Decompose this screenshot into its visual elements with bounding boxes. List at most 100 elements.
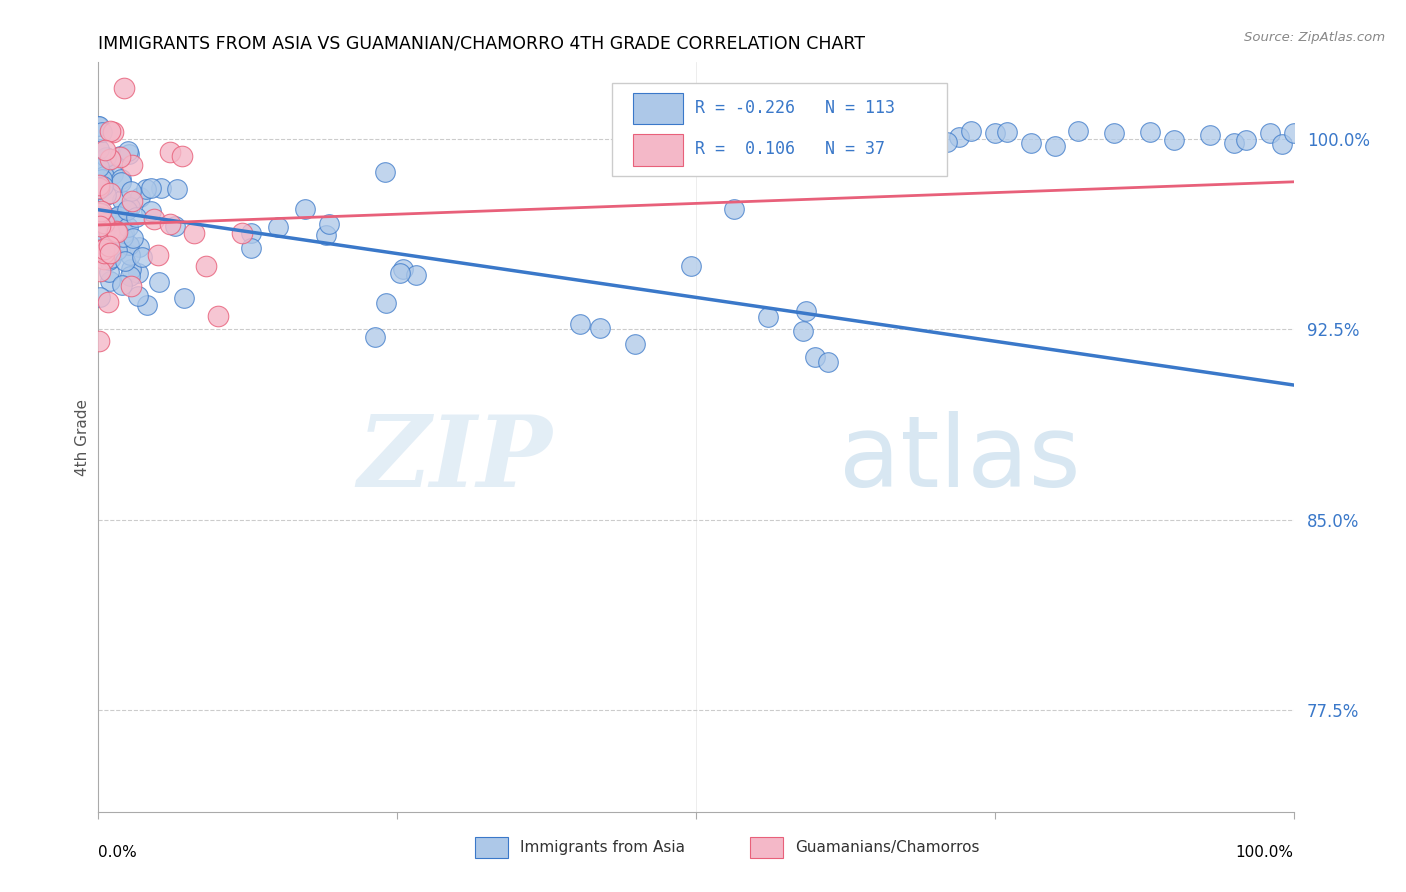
Point — [315, 227, 337, 242]
Point — [97, 225, 120, 239]
Point — [1019, 136, 1042, 150]
Point — [100, 123, 122, 137]
Point — [172, 149, 194, 163]
Point — [89, 219, 111, 234]
Point — [948, 130, 970, 145]
Point — [1163, 133, 1185, 147]
Point — [318, 217, 340, 231]
Point — [101, 235, 124, 249]
Point — [148, 275, 170, 289]
Point — [128, 190, 150, 204]
Point — [120, 279, 142, 293]
Point — [624, 337, 647, 351]
Point — [108, 150, 131, 164]
Text: R = -0.226   N = 113: R = -0.226 N = 113 — [695, 99, 894, 117]
FancyBboxPatch shape — [633, 134, 683, 166]
Point — [89, 219, 111, 233]
Point — [239, 241, 262, 255]
Text: atlas: atlas — [839, 411, 1081, 508]
Point — [1234, 133, 1257, 147]
Point — [121, 231, 143, 245]
Point — [87, 142, 110, 156]
Point — [127, 289, 149, 303]
Point — [852, 131, 875, 145]
Point — [1043, 139, 1066, 153]
Point — [105, 243, 128, 257]
Point — [756, 310, 779, 324]
Point — [111, 277, 134, 292]
Point — [828, 132, 851, 146]
Point — [98, 274, 121, 288]
Point — [374, 165, 396, 179]
Point — [1223, 136, 1246, 150]
Point — [207, 309, 229, 323]
Point — [94, 150, 117, 164]
Point — [110, 148, 132, 162]
Point — [112, 80, 135, 95]
Point — [89, 243, 111, 257]
Point — [91, 172, 114, 186]
Y-axis label: 4th Grade: 4th Grade — [75, 399, 90, 475]
Point — [405, 268, 427, 282]
Point — [112, 230, 135, 244]
Point — [1139, 125, 1161, 139]
Point — [389, 266, 412, 280]
Point — [128, 240, 150, 254]
Point — [98, 186, 121, 200]
Point — [995, 125, 1018, 139]
Point — [240, 226, 263, 240]
Text: Immigrants from Asia: Immigrants from Asia — [520, 840, 685, 855]
Point — [115, 202, 138, 217]
Point — [135, 182, 157, 196]
Point — [121, 194, 143, 209]
Point — [131, 251, 153, 265]
Point — [135, 298, 157, 312]
Point — [679, 259, 702, 273]
Point — [159, 218, 181, 232]
Point — [100, 251, 122, 265]
Point — [94, 188, 117, 202]
Point — [91, 125, 114, 139]
Point — [120, 247, 142, 261]
Point — [118, 238, 141, 252]
Point — [183, 226, 205, 240]
Point — [93, 252, 115, 266]
Point — [93, 246, 115, 260]
Text: Source: ZipAtlas.com: Source: ZipAtlas.com — [1244, 31, 1385, 45]
Point — [98, 246, 121, 260]
Point — [114, 254, 136, 268]
Point — [960, 124, 983, 138]
Point — [163, 219, 186, 233]
Point — [87, 119, 110, 133]
Point — [900, 127, 922, 141]
Point — [89, 264, 111, 278]
Point — [101, 213, 124, 227]
Point — [93, 178, 115, 193]
Point — [121, 158, 143, 172]
Text: ZIP: ZIP — [357, 411, 553, 508]
Point — [936, 135, 959, 149]
Point — [589, 320, 612, 334]
Point — [93, 160, 115, 174]
Point — [104, 224, 127, 238]
Point — [93, 242, 115, 256]
Point — [91, 210, 114, 224]
Point — [1067, 124, 1090, 138]
Point — [792, 324, 814, 338]
Point — [117, 219, 139, 234]
Point — [98, 152, 121, 166]
Point — [93, 216, 115, 230]
Point — [101, 211, 124, 225]
Point — [101, 125, 124, 139]
Point — [89, 178, 111, 193]
Point — [149, 181, 172, 195]
Point — [125, 210, 148, 224]
Point — [101, 168, 124, 182]
Point — [143, 211, 166, 226]
Point — [804, 351, 827, 365]
Point — [97, 294, 120, 309]
Point — [166, 182, 188, 196]
Point — [794, 303, 817, 318]
Text: R =  0.106   N = 37: R = 0.106 N = 37 — [695, 140, 884, 158]
Point — [118, 200, 141, 214]
